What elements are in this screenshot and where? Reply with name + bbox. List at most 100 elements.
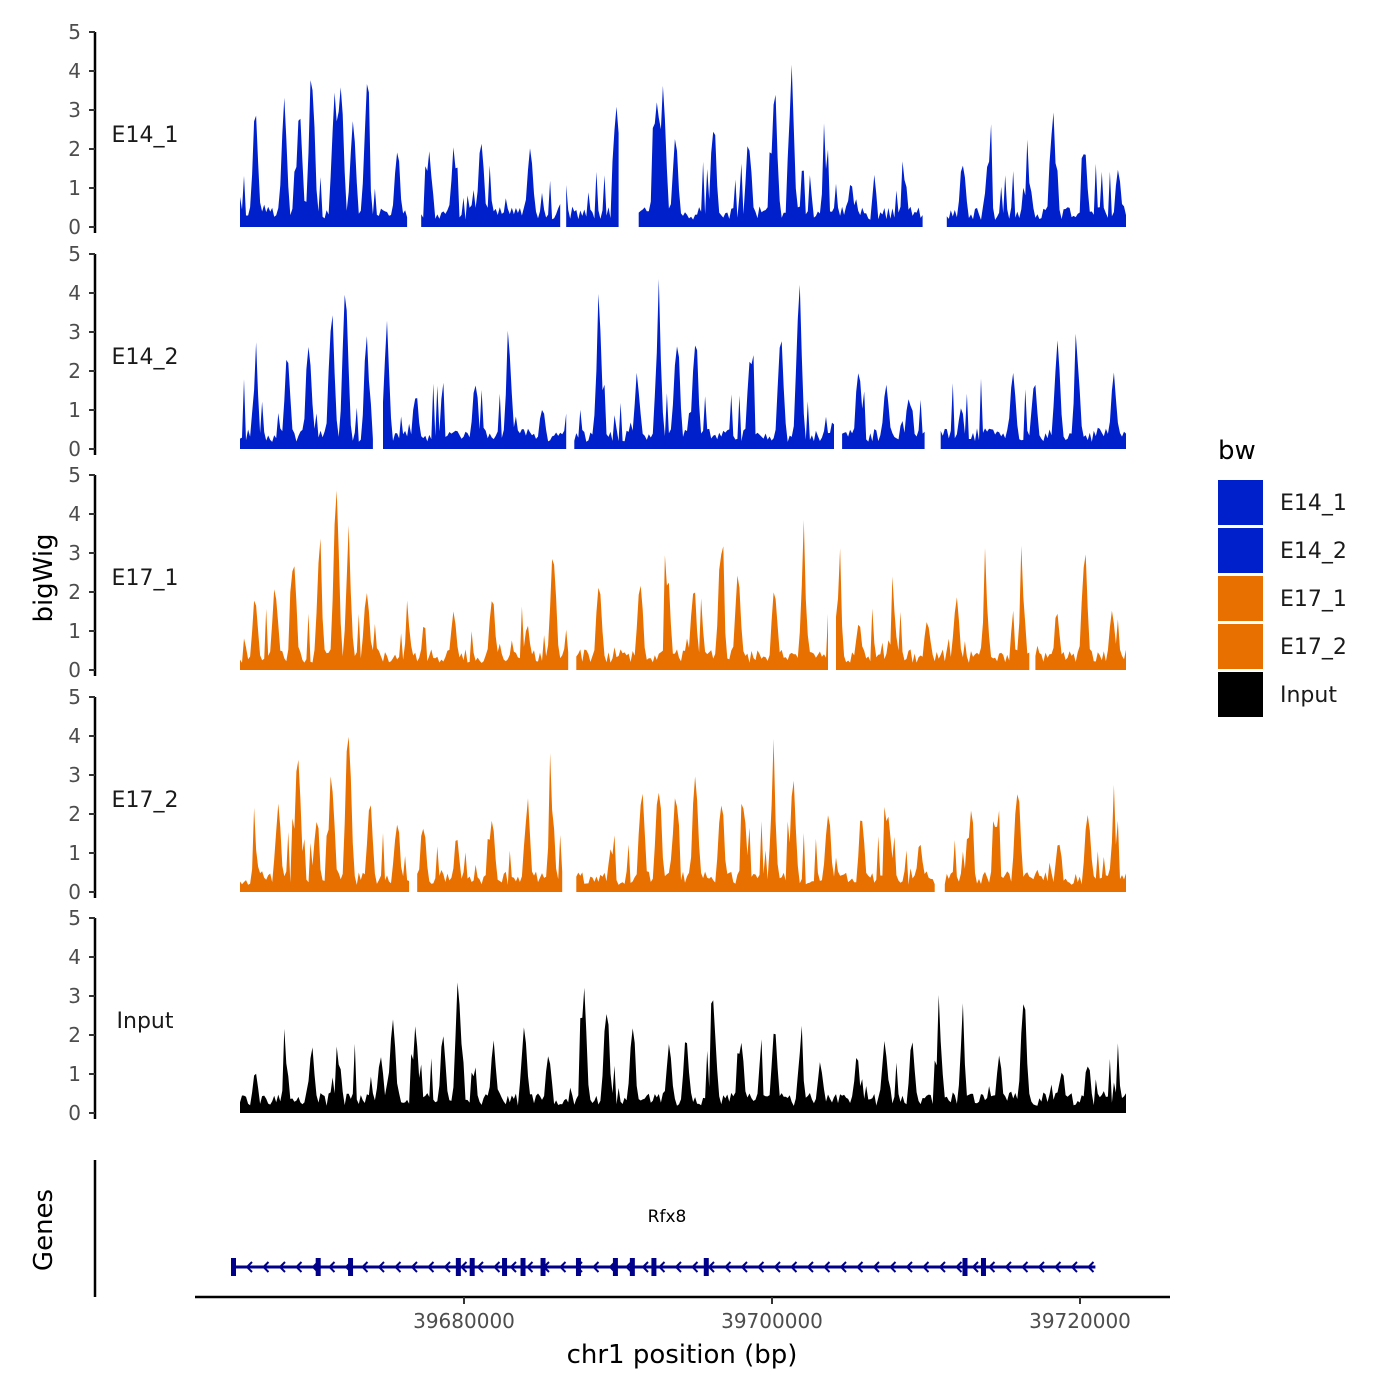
y-tick-label: 3: [68, 763, 81, 787]
track-label: E17_1: [112, 566, 179, 591]
strand-arrow: [410, 1261, 418, 1273]
gene-track: Genes Rfx8: [29, 1160, 1096, 1297]
strand-arrow: [278, 1261, 286, 1273]
track-e17-1: 0 1 2 3 4 5 E17_1: [68, 463, 1126, 682]
track-input: 0 1 2 3 4 5 Input: [68, 906, 1126, 1125]
x-tick-label: 39720000: [1029, 1309, 1131, 1333]
strand-arrow: [988, 1261, 996, 1273]
strand-arrow: [509, 1261, 517, 1273]
strand-arrow: [1004, 1261, 1012, 1273]
strand-arrow: [823, 1261, 831, 1273]
track-e14-2: 0 1 2 3 4 5 E14_2: [68, 242, 1126, 461]
strand-arrow: [889, 1261, 897, 1273]
y-tick-label: 3: [68, 98, 81, 122]
legend-swatch: [1218, 672, 1263, 717]
y-tick-label: 3: [68, 541, 81, 565]
strand-arrow: [559, 1261, 567, 1273]
tracks-layer: 0 1 2 3 4 5 E14_1 0 1 2 3 4 5 E14_2 0 1 2 3 4 5 E17_1 0 1 2 3 4 5 E…: [68, 20, 1126, 1125]
strand-arrow: [1070, 1261, 1078, 1273]
signal-area: [240, 64, 1126, 227]
strand-arrow: [526, 1261, 534, 1273]
strand-arrow: [922, 1261, 930, 1273]
gene-label: Rfx8: [648, 1207, 687, 1227]
exon: [962, 1258, 968, 1276]
strand-arrow: [427, 1261, 435, 1273]
strand-arrow: [740, 1261, 748, 1273]
exon: [502, 1258, 508, 1276]
strand-arrow: [790, 1261, 798, 1273]
strand-arrow: [1021, 1261, 1029, 1273]
y-tick-label: 2: [68, 580, 81, 604]
y-tick-label: 0: [68, 215, 81, 239]
y-tick-label: 0: [68, 1101, 81, 1125]
legend-swatch: [1218, 576, 1263, 621]
x-tick-label: 39700000: [721, 1309, 823, 1333]
y-tick-label: 0: [68, 658, 81, 682]
y-tick-label: 0: [68, 880, 81, 904]
legend-swatch: [1218, 480, 1263, 525]
exon: [575, 1258, 581, 1276]
exon: [980, 1258, 986, 1276]
exon: [231, 1258, 236, 1276]
signal-area: [240, 490, 1126, 670]
track-e14-1: 0 1 2 3 4 5 E14_1: [68, 20, 1126, 239]
strand-arrow: [394, 1261, 402, 1273]
strand-arrow: [839, 1261, 847, 1273]
strand-arrow: [905, 1261, 913, 1273]
exon: [348, 1258, 354, 1276]
y-tick-label: 0: [68, 437, 81, 461]
legend: bw E14_1 E14_2 E17_1 E17_2 Input: [1218, 436, 1347, 717]
y-tick-label: 2: [68, 802, 81, 826]
strand-arrow: [592, 1261, 600, 1273]
y-tick-label: 4: [68, 502, 81, 526]
y-tick-label: 4: [68, 59, 81, 83]
exon: [703, 1258, 709, 1276]
exon: [540, 1258, 546, 1276]
strand-arrow: [724, 1261, 732, 1273]
strand-arrow: [328, 1261, 336, 1273]
strand-arrow: [691, 1261, 699, 1273]
strand-arrow: [361, 1261, 369, 1273]
legend-title: bw: [1218, 436, 1256, 466]
y-tick-label: 4: [68, 724, 81, 748]
exon: [520, 1258, 526, 1276]
signal-area: [240, 982, 1126, 1113]
x-tick-label: 39680000: [413, 1309, 515, 1333]
strand-arrow: [872, 1261, 880, 1273]
y-tick-label: 3: [68, 984, 81, 1008]
x-axis: chr1 position (bp) 39680000 39700000 39720…: [195, 1295, 1170, 1370]
strand-arrow: [674, 1261, 682, 1273]
y-tick-label: 2: [68, 359, 81, 383]
strand-arrow: [658, 1261, 666, 1273]
genes-axis-title: Genes: [29, 1189, 59, 1271]
y-tick-label: 1: [68, 619, 81, 643]
signal-area: [240, 278, 1126, 449]
strand-arrow: [625, 1261, 633, 1273]
x-axis-title: chr1 position (bp): [567, 1340, 798, 1370]
track-label: E14_1: [112, 123, 179, 148]
y-tick-label: 2: [68, 1023, 81, 1047]
y-tick-label: 1: [68, 1062, 81, 1086]
legend-swatch: [1218, 624, 1263, 669]
y-tick-label: 2: [68, 137, 81, 161]
strand-arrow: [641, 1261, 649, 1273]
y-tick-label: 1: [68, 398, 81, 422]
legend-label: E17_1: [1280, 587, 1347, 612]
strand-arrow: [806, 1261, 814, 1273]
strand-arrow: [460, 1261, 468, 1273]
legend-label: E14_1: [1280, 491, 1347, 516]
y-tick-label: 5: [68, 242, 81, 266]
y-tick-label: 3: [68, 320, 81, 344]
legend-label: E17_2: [1280, 635, 1347, 660]
legend-swatch: [1218, 528, 1263, 573]
strand-arrow: [493, 1261, 501, 1273]
signal-area: [240, 736, 1126, 892]
strand-arrow: [971, 1261, 979, 1273]
track-label: Input: [117, 1009, 174, 1034]
strand-arrow: [295, 1261, 303, 1273]
strand-arrow: [773, 1261, 781, 1273]
strand-arrow: [476, 1261, 484, 1273]
y-tick-label: 5: [68, 685, 81, 709]
strand-arrow: [1054, 1261, 1062, 1273]
